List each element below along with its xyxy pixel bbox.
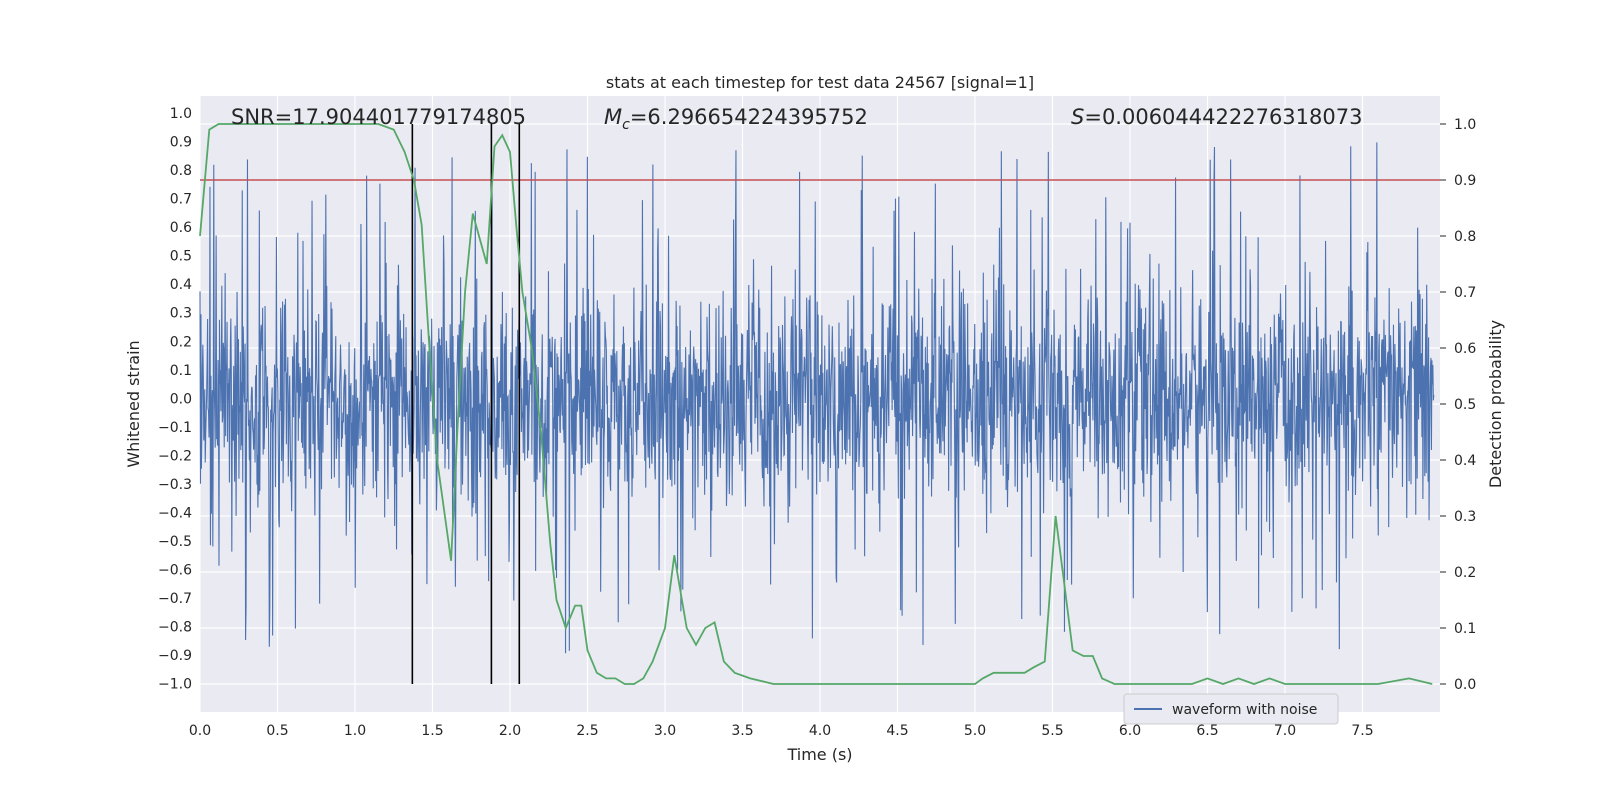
x-tick-label: 6.0 [1119,723,1141,739]
x-axis-title: Time (s) [786,745,852,764]
x-tick-label: 0.5 [266,723,288,739]
y-left-tick-label: 0.4 [170,277,192,293]
s-annotation: S=0.006044422276318073 [1071,105,1362,129]
y-left-tick-label: −0.1 [158,420,192,436]
mc-symbol: M [604,105,622,129]
legend: waveform with noise [1123,693,1339,725]
y-right-tick-label: 1.0 [1454,117,1476,133]
probability-series-line [199,123,1433,685]
y-left-tick-label: −1.0 [158,676,192,692]
chart-title: stats at each timestep for test data 245… [606,73,1034,92]
y-left-tick-label: −0.7 [158,591,192,607]
mc-annotation: Mc=6.296654224395752 [604,105,868,133]
s-symbol: S [1071,105,1084,129]
x-tick-label: 4.0 [809,723,831,739]
y-right-tick-label: 0.5 [1454,397,1476,413]
y-left-tick-label: −0.6 [158,562,192,578]
x-tick-label: 0.0 [189,723,211,739]
y-left-tick-label: 0.7 [170,192,192,208]
y-left-tick-label: 0.0 [170,391,192,407]
x-tick-label: 1.5 [421,723,443,739]
y-left-tick-label: 0.9 [170,135,192,151]
x-tick-label: 2.0 [499,723,521,739]
y-right-tick-label: 0.3 [1454,509,1476,525]
x-tick-label: 4.5 [886,723,908,739]
y-left-tick-label: 1.0 [170,106,192,122]
mc-subscript: c [622,117,630,133]
y-right-tick-label: 0.1 [1454,621,1476,637]
y-left-tick-label: −0.9 [158,648,192,664]
y-axis-left-title: Whitened strain [124,340,143,467]
y-left-tick-label: 0.8 [170,163,192,179]
legend-entry-waveform: waveform with noise [1172,702,1317,718]
y-left-tick-label: −0.5 [158,534,192,550]
y-right-tick-label: 0.9 [1454,173,1476,189]
x-tick-label: 2.5 [576,723,598,739]
y-right-tick-label: 0.8 [1454,229,1476,245]
vertical-markers [411,124,521,684]
y-right-tick-label: 0.4 [1454,453,1476,469]
snr-annotation: SNR=17.904401779174805 [231,105,526,129]
y-left-tick-label: 0.1 [170,363,192,379]
y-left-tick-label: −0.8 [158,619,192,635]
y-right-tick-label: 0.6 [1454,341,1476,357]
y-axis-right-title: Detection probability [1486,320,1505,488]
waveform-series [199,142,1435,654]
y-axis-right-ticks: 1.0 0.9 0.8 0.7 0.6 0.5 0.4 0.3 0.2 0.1 0.0 [1440,117,1476,693]
y-right-tick-label: 0.0 [1454,677,1476,693]
y-left-tick-label: −0.3 [158,477,192,493]
x-tick-label: 3.5 [731,723,753,739]
s-value: =0.006044422276318073 [1084,105,1362,129]
legend-box [1123,693,1339,725]
x-tick-label: 5.0 [964,723,986,739]
x-tick-label: 5.5 [1041,723,1063,739]
x-axis-ticks: 0.0 0.5 1.0 1.5 2.0 2.5 3.0 3.5 4.0 4.5 5.0 5.5 6.0 6… [189,723,1374,739]
y-left-tick-label: 0.3 [170,306,192,322]
y-left-tick-label: 0.5 [170,249,192,265]
y-left-tick-label: −0.2 [158,448,192,464]
y-axis-left-ticks: 1.0 0.9 0.8 0.7 0.6 0.5 0.4 0.3 0.2 0.1 0.0 −0.1 −0.… [158,106,192,692]
waveform-line [199,142,1435,654]
y-left-tick-label: −0.4 [158,505,192,521]
x-tick-label: 7.5 [1351,723,1373,739]
mc-value: =6.296654224395752 [630,105,868,129]
x-tick-label: 6.5 [1196,723,1218,739]
x-tick-label: 7.0 [1274,723,1296,739]
x-tick-label: 1.0 [344,723,366,739]
y-right-tick-label: 0.7 [1454,285,1476,301]
y-left-tick-label: 0.2 [170,334,192,350]
x-tick-label: 3.0 [654,723,676,739]
y-left-tick-label: 0.6 [170,220,192,236]
y-right-tick-label: 0.2 [1454,565,1476,581]
